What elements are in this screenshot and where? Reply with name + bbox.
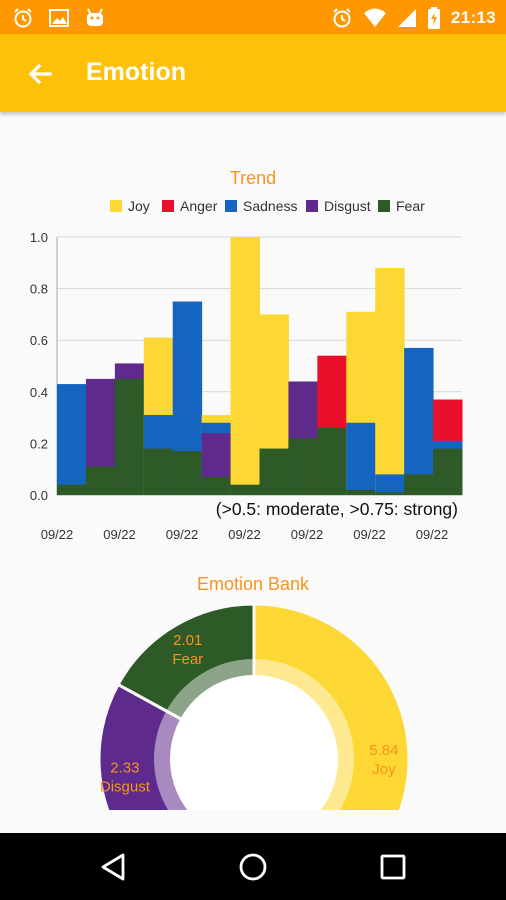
image-icon <box>49 9 69 27</box>
trend-chart: Joy Anger Sadness Disgust Fear 0.0 0.2 0.4 0.6 0.… <box>30 198 463 542</box>
home-circle-icon[interactable] <box>237 851 269 883</box>
legend-item-disgust: Disgust <box>306 198 371 214</box>
status-time: 21:13 <box>451 8 496 27</box>
slice-label-fear: 2.01 Fear <box>172 632 203 668</box>
back-triangle-icon[interactable] <box>97 851 129 883</box>
recents-square-icon[interactable] <box>377 851 409 883</box>
legend-item-joy: Joy <box>110 198 150 214</box>
x-tick-label: 09/22 <box>291 527 324 542</box>
bar-fear <box>201 476 232 495</box>
legend-swatch <box>110 200 122 212</box>
legend-label: Fear <box>396 198 425 214</box>
legend-swatch <box>225 200 237 212</box>
slice-value: 2.01 <box>173 632 202 649</box>
threshold-note: (>0.5: moderate, >0.75: strong) <box>216 499 458 519</box>
y-tick-label: 1.0 <box>30 230 48 245</box>
legend-label: Anger <box>180 198 218 214</box>
bar-fear <box>317 427 347 495</box>
slice-label-disgust: 2.33 Disgust <box>100 759 151 795</box>
slice-value: 2.33 <box>110 759 139 776</box>
legend-swatch <box>378 200 390 212</box>
android-icon <box>87 8 103 26</box>
y-tick-label: 0.0 <box>30 488 48 503</box>
bar-fear <box>288 438 318 495</box>
slice-name: Fear <box>172 651 203 668</box>
legend-label: Joy <box>128 198 150 214</box>
page-title: Emotion <box>86 58 186 86</box>
bar-fear <box>172 451 203 495</box>
status-bar: 21:13 <box>0 0 506 34</box>
slice-value: 5.84 <box>369 742 398 759</box>
x-tick-label: 09/22 <box>228 527 261 542</box>
bar-fear <box>230 484 260 495</box>
trend-chart-title: Trend <box>229 168 277 188</box>
legend-item-anger: Anger <box>162 198 218 214</box>
bar-fear <box>433 448 463 495</box>
y-tick-label: 0.8 <box>30 282 48 297</box>
x-tick-label: 09/22 <box>416 527 449 542</box>
alarm-icon <box>14 8 32 28</box>
legend-swatch <box>162 200 174 212</box>
legend-swatch <box>306 200 318 212</box>
bar-fear <box>57 484 87 495</box>
slice-name: Disgust <box>100 778 151 795</box>
bar-fear <box>259 448 289 495</box>
y-tick-label: 0.2 <box>30 436 48 451</box>
bar-sadness <box>346 422 376 495</box>
arrow-back-icon[interactable] <box>24 58 56 90</box>
donut-hole <box>170 675 338 810</box>
legend-label: Sadness <box>243 198 297 214</box>
y-tick-label: 0.6 <box>30 333 48 348</box>
x-tick-label: 09/22 <box>166 527 199 542</box>
bar-joy <box>230 237 260 495</box>
bar-fear <box>85 466 116 495</box>
alarm-icon <box>333 8 351 28</box>
bar-sadness <box>375 474 405 495</box>
bar-joy <box>375 267 405 495</box>
emotion-bank-title: Emotion Bank <box>196 574 310 594</box>
bar-sadness <box>57 384 87 495</box>
bar-sadness <box>404 347 434 495</box>
battery-charging-icon <box>428 7 441 29</box>
bar-fear <box>114 378 145 495</box>
bar-fear <box>346 489 376 495</box>
emotion-bank-clip: 5.84 Joy 2.33 Disgust 2.01 Fear <box>0 596 506 810</box>
signal-icon <box>398 9 417 27</box>
x-tick-label: 09/22 <box>103 527 136 542</box>
bar-fear <box>143 448 174 495</box>
emotion-bank-chart: 5.84 Joy 2.33 Disgust 2.01 Fear <box>97 602 411 810</box>
wifi-icon <box>364 8 387 27</box>
x-tick-label: 09/22 <box>41 527 74 542</box>
status-left-icons <box>12 7 106 29</box>
y-tick-label: 0.4 <box>30 385 48 400</box>
legend-item-fear: Fear <box>378 198 425 214</box>
slice-label-joy: 5.84 Joy <box>369 742 398 778</box>
app-bar: Emotion <box>0 34 506 112</box>
slice-name: Joy <box>372 761 396 778</box>
bar-fear <box>404 474 434 495</box>
status-right-icons: 21:13 <box>331 7 496 29</box>
navigation-bar <box>0 833 506 900</box>
x-tick-label: 09/22 <box>353 527 386 542</box>
bar-fear <box>375 492 405 495</box>
legend-label: Disgust <box>324 198 371 214</box>
legend-item-sadness: Sadness <box>225 198 297 214</box>
